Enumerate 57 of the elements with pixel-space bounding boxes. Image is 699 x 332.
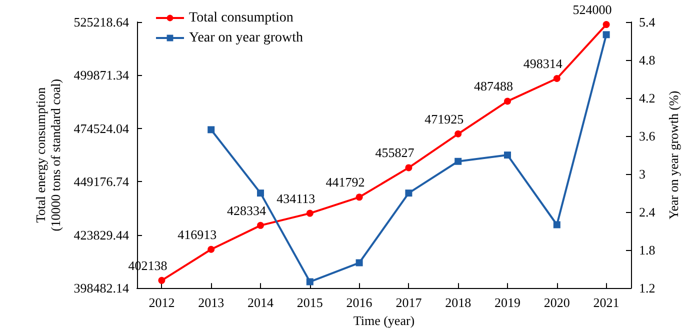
y2-axis-title: Year on year growth (%) xyxy=(666,90,682,220)
data-label: 434113 xyxy=(276,190,316,206)
data-label: 471925 xyxy=(424,111,464,126)
y-tick-label: 423829.44 xyxy=(74,227,130,242)
point xyxy=(553,74,560,82)
y-axis-title: Total energy consumption (10000 tons of standard coal) xyxy=(32,78,63,232)
x-tick-label: 2016 xyxy=(346,295,373,310)
x-tick-label: 2017 xyxy=(396,295,422,310)
point xyxy=(257,222,264,229)
y-tick-label: 474524.04 xyxy=(74,120,130,136)
x-tick-label: 2012 xyxy=(148,295,175,310)
x-tick-label: 2020 xyxy=(544,295,570,310)
x-tick-label: 2021 xyxy=(593,295,620,310)
y2-tick-label: 4.8 xyxy=(639,52,656,68)
point xyxy=(208,246,215,253)
x-tick-label: 2014 xyxy=(248,295,274,310)
point xyxy=(504,98,511,105)
x-tick-label: 2015 xyxy=(296,295,323,310)
y2-tick-label: 2.4 xyxy=(639,204,656,220)
data-label: 455827 xyxy=(375,145,415,160)
point xyxy=(553,221,560,228)
x-axis-title: Time (year) xyxy=(353,313,415,328)
data-label: 487488 xyxy=(474,78,513,94)
point xyxy=(405,164,412,172)
x-tick-label: 2018 xyxy=(445,295,472,310)
point xyxy=(454,158,462,165)
legend-label: Total consumption xyxy=(189,10,294,26)
y2-tick-label: 3.6 xyxy=(639,128,656,144)
point xyxy=(602,21,610,28)
y-tick-label: 449176.74 xyxy=(74,174,130,190)
x-tick-label: 2013 xyxy=(198,295,224,310)
point xyxy=(306,278,314,286)
y-tick-label: 499871.34 xyxy=(74,68,130,83)
y-tick-label: 525218.64 xyxy=(74,14,130,30)
data-label: 416913 xyxy=(178,226,217,242)
y2-tick-label: 3 xyxy=(639,166,646,182)
point xyxy=(504,152,511,159)
point xyxy=(405,190,412,197)
point xyxy=(158,276,166,284)
point xyxy=(356,259,363,266)
point xyxy=(257,190,264,197)
y2-tick-label: 4.2 xyxy=(639,90,656,106)
x-tick-label: 2019 xyxy=(494,295,520,310)
y-tick-label: 398482.14 xyxy=(74,280,130,296)
data-label: 441792 xyxy=(326,174,365,190)
point xyxy=(306,210,314,217)
y2-tick-label: 1.8 xyxy=(639,242,656,258)
data-label: 498314 xyxy=(523,56,563,71)
legend-label: Year on year growth xyxy=(189,30,304,46)
y2-tick-label: 1.2 xyxy=(639,280,656,296)
point xyxy=(208,126,215,134)
y2-tick-label: 5.4 xyxy=(639,14,656,30)
data-label: 524000 xyxy=(572,2,612,18)
point xyxy=(602,31,610,38)
data-label: 428334 xyxy=(227,202,266,218)
point xyxy=(454,130,462,138)
point xyxy=(356,194,363,201)
